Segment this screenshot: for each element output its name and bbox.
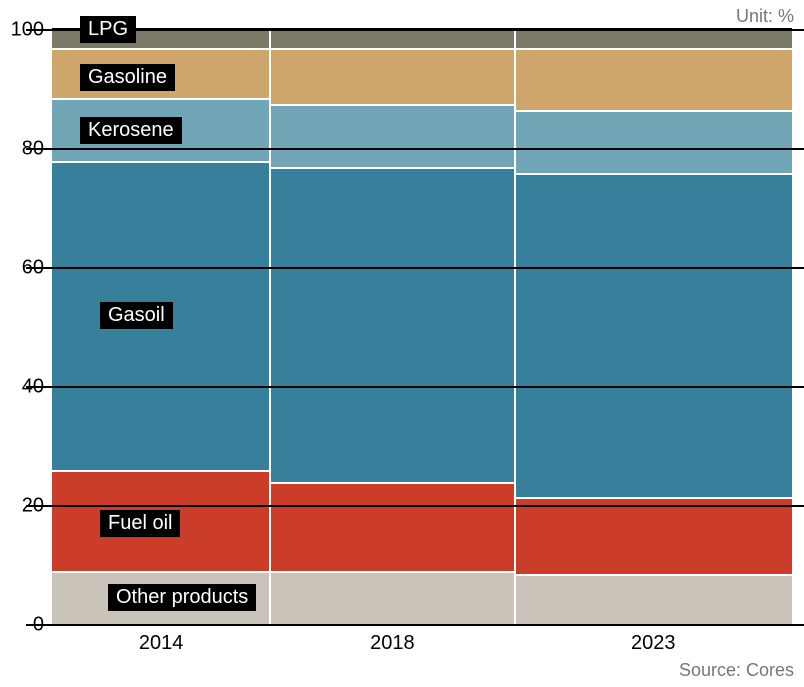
segment-gasoil bbox=[271, 167, 514, 482]
legend-tag-gasoline: Gasoline bbox=[80, 64, 175, 91]
segment-other bbox=[271, 571, 514, 625]
segment-kerosene bbox=[516, 110, 792, 172]
y-axis-label: 0 bbox=[0, 614, 44, 637]
gridline bbox=[52, 29, 792, 31]
segment-fuel_oil bbox=[271, 482, 514, 571]
unit-label: Unit: % bbox=[736, 6, 794, 27]
y-axis-label: 100 bbox=[0, 19, 44, 42]
segment-kerosene bbox=[271, 104, 514, 166]
bar-col bbox=[516, 30, 792, 625]
x-axis-label: 2018 bbox=[370, 632, 415, 655]
y-axis-label: 40 bbox=[0, 376, 44, 399]
legend-tag-lpg: LPG bbox=[80, 16, 136, 43]
gridline bbox=[52, 505, 792, 507]
segment-fuel_oil bbox=[516, 497, 792, 574]
x-axis-label: 2014 bbox=[139, 632, 184, 655]
segment-other bbox=[516, 574, 792, 625]
y-axis-label: 20 bbox=[0, 495, 44, 518]
legend-tag-fuel_oil: Fuel oil bbox=[100, 510, 180, 537]
segment-lpg bbox=[516, 30, 792, 48]
y-axis-label: 80 bbox=[0, 138, 44, 161]
legend-tag-kerosene: Kerosene bbox=[80, 117, 182, 144]
segment-lpg bbox=[271, 30, 514, 48]
bar-col bbox=[271, 30, 514, 625]
segment-gasoline bbox=[516, 48, 792, 110]
source-label: Source: Cores bbox=[679, 660, 794, 681]
gridline bbox=[52, 148, 792, 150]
gridline bbox=[52, 267, 792, 269]
legend-tag-other: Other products bbox=[108, 584, 256, 611]
legend-tag-gasoil: Gasoil bbox=[100, 302, 173, 329]
y-axis-label: 60 bbox=[0, 257, 44, 280]
x-axis-label: 2023 bbox=[631, 632, 676, 655]
gridline bbox=[52, 386, 792, 388]
segment-gasoil bbox=[516, 173, 792, 497]
gridline bbox=[52, 624, 792, 626]
segment-gasoline bbox=[271, 48, 514, 105]
